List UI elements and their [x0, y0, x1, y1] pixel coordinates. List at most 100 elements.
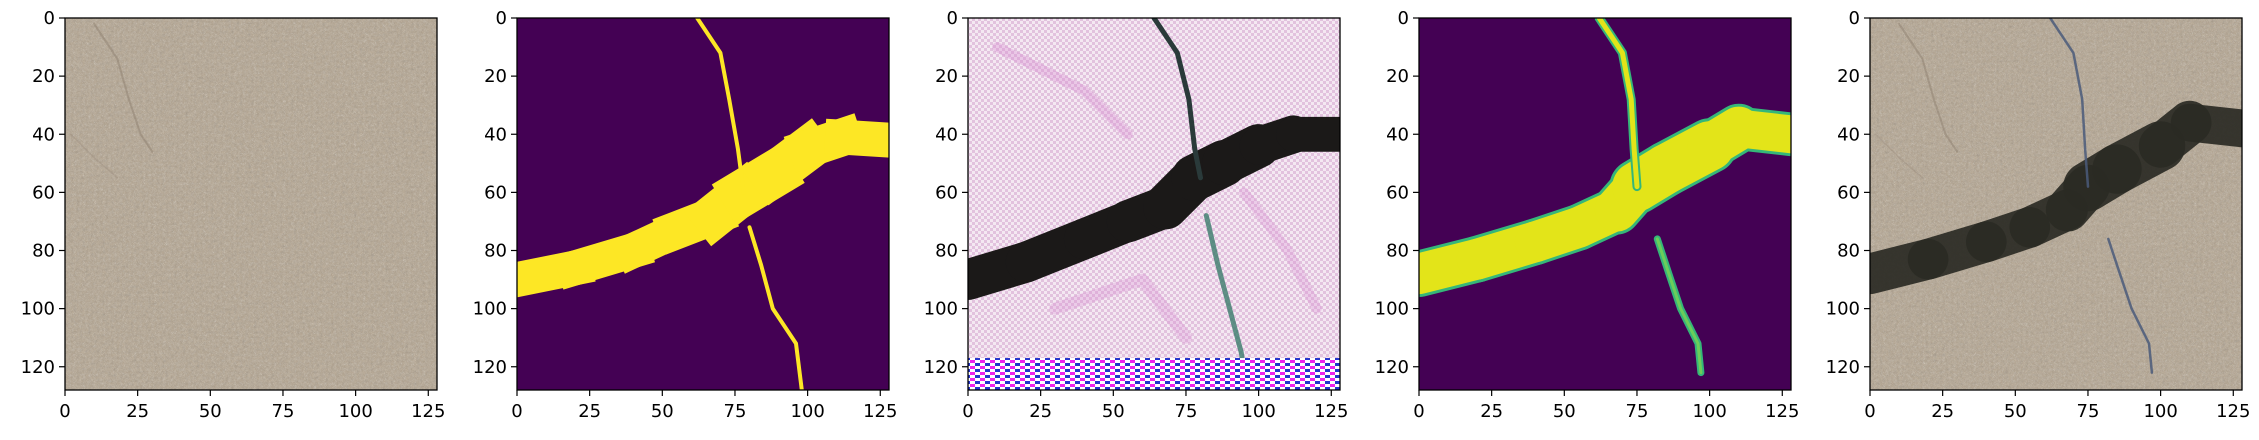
x-tick-label: 25 — [578, 401, 601, 422]
x-tick-label: 100 — [1241, 401, 1275, 422]
x-tick-label: 0 — [1864, 401, 1875, 422]
y-tick-label: 120 — [1826, 357, 1860, 378]
y-tick-label: 20 — [484, 66, 507, 87]
prediction-crack-main — [1719, 109, 1791, 154]
x-tick-label: 125 — [863, 401, 897, 422]
panel-image — [968, 18, 1340, 390]
surface-scratch — [1875, 133, 1924, 179]
crack-thin-lower — [2107, 237, 2154, 374]
surface-scratch — [70, 133, 119, 179]
tint-streak — [1049, 273, 1192, 344]
panel-image — [1419, 18, 1791, 390]
y-tick-label: 20 — [1837, 66, 1860, 87]
tint-streak — [1239, 187, 1322, 314]
y-tick-label: 100 — [1826, 299, 1860, 320]
y-tick-label: 60 — [935, 182, 958, 203]
x-tick-label: 50 — [1102, 401, 1125, 422]
prediction-crack-upper — [1596, 18, 1640, 190]
y-tick-label: 0 — [1398, 8, 1409, 29]
y-tick-label: 60 — [1386, 182, 1409, 203]
x-tick-label: 125 — [1314, 401, 1348, 422]
y-tick-label: 60 — [484, 182, 507, 203]
y-tick-label: 40 — [484, 124, 507, 145]
mask-crack-main — [823, 118, 889, 158]
x-tick-label: 125 — [1765, 401, 1799, 422]
artifact-band — [968, 358, 1340, 390]
surface-scratch — [1898, 22, 1959, 153]
y-tick-label: 0 — [947, 8, 958, 29]
texture-speckle — [65, 18, 437, 390]
panel-image — [65, 18, 437, 390]
mask-crack-upper — [695, 18, 746, 195]
y-tick-label: 120 — [1375, 357, 1409, 378]
x-tick-label: 25 — [1029, 401, 1052, 422]
x-tick-label: 125 — [2216, 401, 2250, 422]
x-tick-label: 75 — [2077, 401, 2100, 422]
panel-image — [517, 18, 889, 390]
y-tick-label: 40 — [935, 124, 958, 145]
y-tick-label: 120 — [21, 357, 55, 378]
y-tick-label: 20 — [32, 66, 55, 87]
panel-2: 0 25 50 75 100 125 0 20 40 60 80 100 120 — [473, 8, 898, 422]
x-tick-label: 25 — [1931, 401, 1954, 422]
axes-frame — [516, 17, 890, 391]
y-tick-label: 40 — [1837, 124, 1860, 145]
y-tick-label: 100 — [473, 299, 507, 320]
x-tick-label: 0 — [511, 401, 522, 422]
x-tick-label: 50 — [1553, 401, 1576, 422]
y-tick-label: 40 — [1386, 124, 1409, 145]
y-tick-label: 60 — [32, 182, 55, 203]
y-tick-label: 40 — [32, 124, 55, 145]
y-tick-label: 80 — [484, 241, 507, 262]
x-tick-label: 100 — [2143, 401, 2177, 422]
y-tick-label: 20 — [1386, 66, 1409, 87]
prediction-crack-lower — [1655, 237, 1703, 375]
y-tick-label: 20 — [935, 66, 958, 87]
x-tick-label: 125 — [411, 401, 445, 422]
y-tick-label: 100 — [21, 299, 55, 320]
axes-frame — [64, 17, 438, 391]
mask-crack-lower — [747, 225, 804, 390]
y-tick-label: 120 — [924, 357, 958, 378]
panel-1: 0 25 50 75 100 125 0 20 40 60 80 100 120 — [21, 8, 446, 422]
x-tick-label: 75 — [1175, 401, 1198, 422]
panel-image — [1870, 18, 2242, 390]
surface-scratch — [93, 22, 154, 153]
x-tick-label: 0 — [1413, 401, 1424, 422]
crack-overlay — [2170, 103, 2242, 148]
axes-frame — [1869, 17, 2243, 391]
y-tick-label: 0 — [44, 8, 55, 29]
x-tick-label: 50 — [199, 401, 222, 422]
y-tick-label: 80 — [935, 241, 958, 262]
generated-crack-upper — [1151, 18, 1203, 181]
y-tick-label: 80 — [1386, 241, 1409, 262]
x-tick-label: 75 — [724, 401, 747, 422]
x-tick-label: 25 — [1480, 401, 1503, 422]
panel-3: 0 25 50 75 100 125 0 20 40 60 80 100 120 — [924, 8, 1349, 422]
x-tick-label: 100 — [338, 401, 372, 422]
x-tick-label: 100 — [790, 401, 824, 422]
panel-4: 0 25 50 75 100 125 0 20 40 60 80 100 120 — [1375, 8, 1800, 422]
y-tick-label: 0 — [496, 8, 507, 29]
panel-5: 0 25 50 75 100 125 0 20 40 60 80 100 120 — [1826, 8, 2251, 422]
crack-thin-upper — [2048, 18, 2090, 188]
y-tick-label: 100 — [1375, 299, 1409, 320]
y-tick-label: 0 — [1849, 8, 1860, 29]
y-tick-label: 120 — [473, 357, 507, 378]
axes-frame — [967, 17, 1341, 391]
x-tick-label: 75 — [1626, 401, 1649, 422]
x-tick-label: 0 — [59, 401, 70, 422]
y-tick-label: 60 — [1837, 182, 1860, 203]
x-tick-label: 50 — [651, 401, 674, 422]
y-tick-label: 100 — [924, 299, 958, 320]
y-tick-label: 80 — [32, 241, 55, 262]
x-tick-label: 75 — [272, 401, 295, 422]
x-tick-label: 25 — [126, 401, 149, 422]
x-tick-label: 100 — [1692, 401, 1726, 422]
axes-frame — [1418, 17, 1792, 391]
x-tick-label: 0 — [962, 401, 973, 422]
x-tick-label: 50 — [2004, 401, 2027, 422]
y-tick-label: 80 — [1837, 241, 1860, 262]
tint-streak — [992, 42, 1133, 140]
